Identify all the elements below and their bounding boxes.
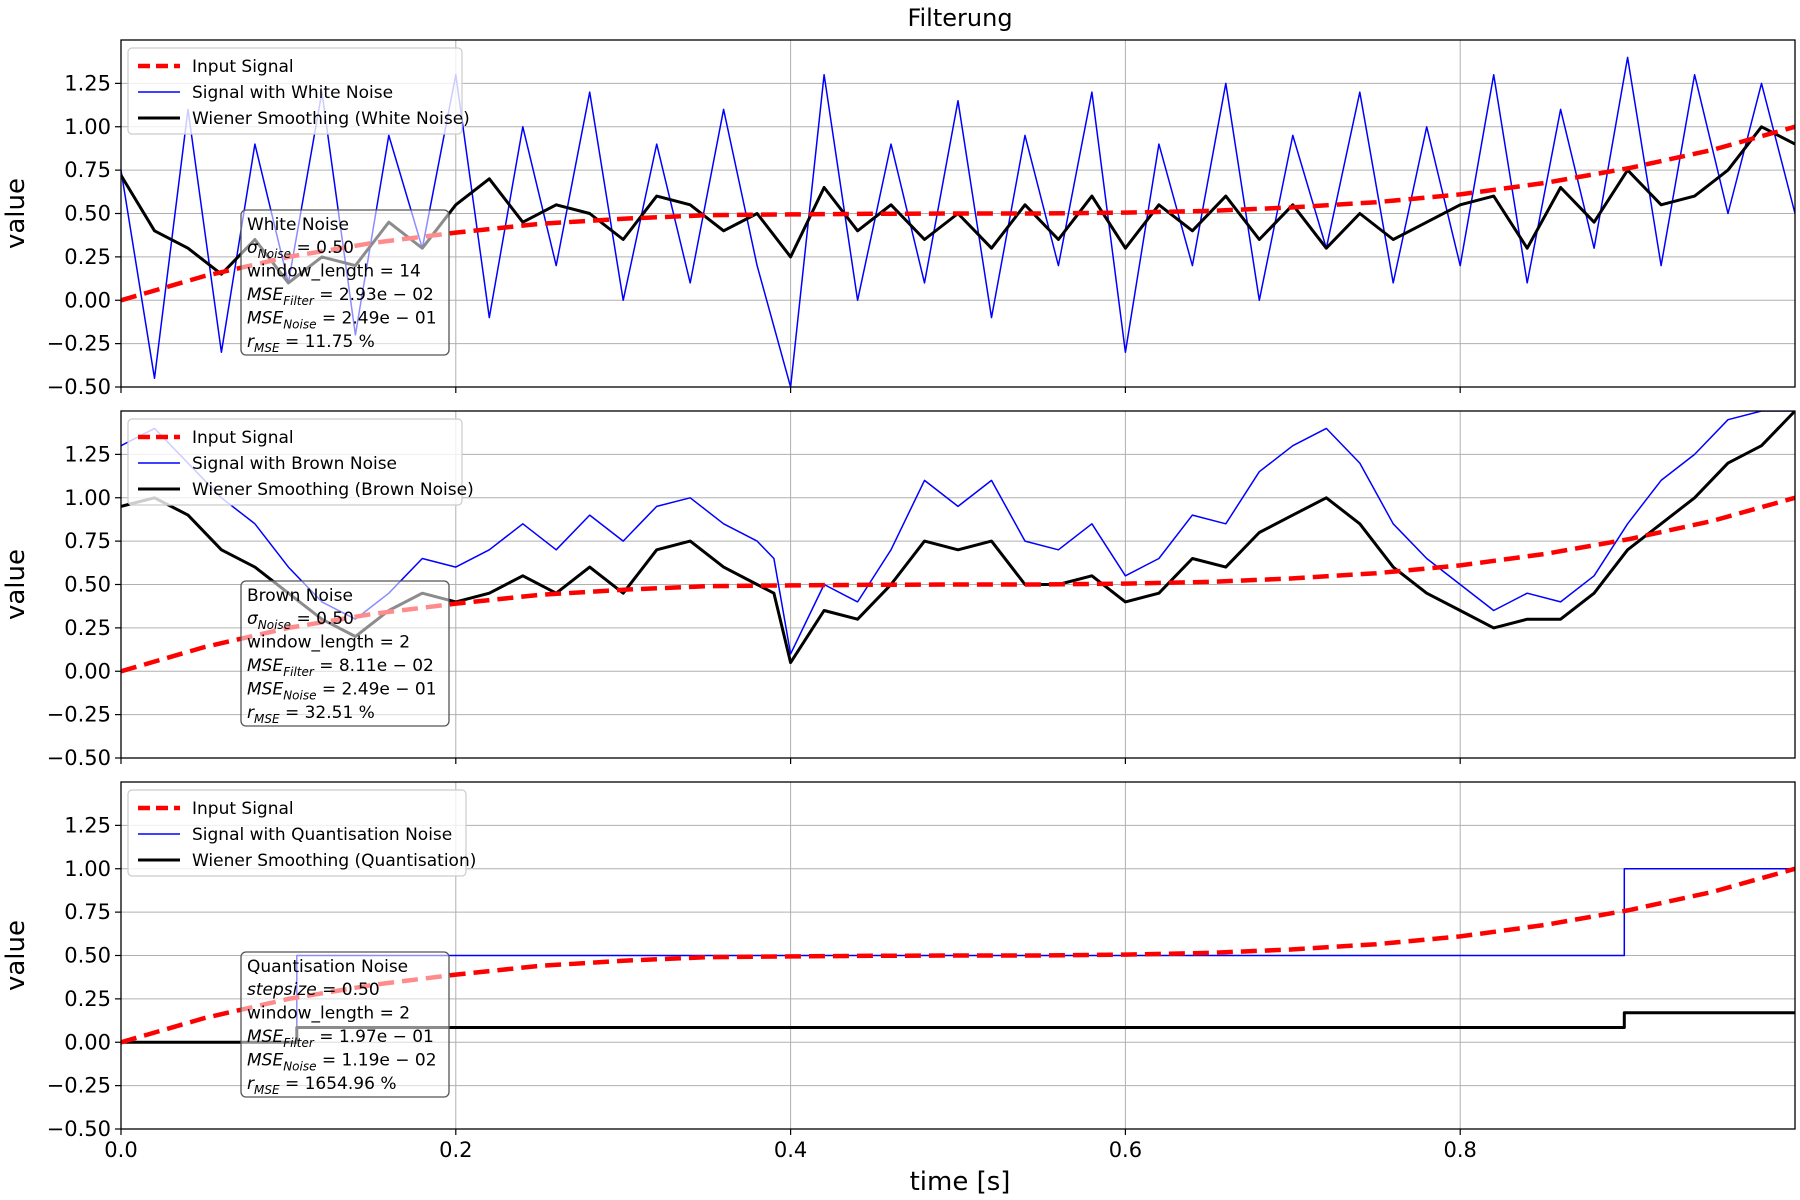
legend-label: Signal with Quantisation Noise xyxy=(192,825,452,845)
figure-title: Filterung xyxy=(907,4,1012,32)
y-tick-label: 0.50 xyxy=(64,944,111,968)
x-tick-label: 0.4 xyxy=(774,1138,807,1162)
axes-frame xyxy=(120,781,1796,1130)
annotation-line: window_length = 14 xyxy=(247,262,421,282)
annotation-line: stepsize = 0.50 xyxy=(247,980,380,1000)
y-tick-label: 0.75 xyxy=(64,900,111,924)
legend-label: Signal with Brown Noise xyxy=(192,454,397,474)
legend-label: Input Signal xyxy=(192,799,294,819)
y-tick-label: 0.00 xyxy=(64,1030,111,1054)
y-tick-label: 0.00 xyxy=(64,659,111,683)
legend-label: Wiener Smoothing (White Noise) xyxy=(192,109,470,129)
y-tick-label: 1.25 xyxy=(64,813,111,837)
legend-label: Wiener Smoothing (Quantisation) xyxy=(192,851,476,871)
metrics-annotation: Quantisation Noise stepsize = 0.50 window_… xyxy=(240,951,450,1098)
y-tick-label: −0.50 xyxy=(47,746,111,770)
annotation-line: MSENoise = 1.19e − 02 xyxy=(247,1051,437,1074)
y-tick-label: 0.75 xyxy=(64,529,111,553)
series-input-signal xyxy=(121,495,1795,674)
y-tick-label: 1.00 xyxy=(64,857,111,881)
y-tick-label: 0.75 xyxy=(64,158,111,182)
annotation-title: Quantisation Noise xyxy=(247,957,408,977)
y-tick-label: 1.00 xyxy=(64,115,111,139)
panel-3: 0.0 0.2 0.4 0.6 0.8 −0.50 −0.25 0.00 0.25 0.50 0.7… xyxy=(1,781,1796,1162)
y-tick-label: 0.50 xyxy=(64,573,111,597)
y-tick-label: 0.25 xyxy=(64,616,111,640)
annotation-line: MSENoise = 2.49e − 01 xyxy=(247,680,437,703)
y-tick-label: −0.25 xyxy=(47,1074,111,1098)
axes-frame xyxy=(120,39,1796,388)
x-axis-label: time [s] xyxy=(910,1167,1011,1197)
annotation-line: rMSE = 32.51 % xyxy=(247,703,375,726)
legend-label: Wiener Smoothing (Brown Noise) xyxy=(192,480,474,500)
y-tick-label: 1.00 xyxy=(64,486,111,510)
series-input-signal xyxy=(121,124,1795,303)
annotation-line: rMSE = 11.75 % xyxy=(247,332,375,355)
panels: −0.50 −0.25 0.00 0.25 0.50 0.75 1.00 1.25 value I… xyxy=(1,39,1796,1162)
annotation-line: MSEFilter = 8.11e − 02 xyxy=(247,656,434,679)
y-tick-label: 1.25 xyxy=(64,442,111,466)
y-tick-label: 0.50 xyxy=(64,202,111,226)
axes-frame xyxy=(120,410,1796,759)
y-tick-label: 0.25 xyxy=(64,245,111,269)
annotation-line: σNoise = 0.50 xyxy=(247,238,354,261)
y-axis-label: value xyxy=(1,920,31,991)
annotation-line: MSEFilter = 1.97e − 01 xyxy=(247,1027,434,1050)
legend-label: Input Signal xyxy=(192,428,294,448)
annotation-line: rMSE = 1654.96 % xyxy=(247,1074,396,1097)
x-tick-label: 0.2 xyxy=(439,1138,472,1162)
series-noisy-signal xyxy=(121,56,1795,387)
legend: Input Signal Signal with White Noise Wiene… xyxy=(127,47,470,135)
x-tick-label: 0.6 xyxy=(1109,1138,1142,1162)
annotation-line: MSEFilter = 2.93e − 02 xyxy=(247,285,434,308)
annotation-title: White Noise xyxy=(247,215,349,235)
annotation-line: σNoise = 0.50 xyxy=(247,609,354,632)
x-tick-label: 0.0 xyxy=(104,1138,137,1162)
series-input-signal xyxy=(121,866,1795,1045)
y-axis-label: value xyxy=(1,549,31,620)
y-tick-label: −0.25 xyxy=(47,703,111,727)
series-noisy-signal xyxy=(121,411,1795,655)
panel-1: −0.50 −0.25 0.00 0.25 0.50 0.75 1.00 1.25 value I… xyxy=(1,39,1796,399)
y-tick-label: −0.25 xyxy=(47,332,111,356)
panel-2: −0.50 −0.25 0.00 0.25 0.50 0.75 1.00 1.25 value I… xyxy=(1,410,1796,770)
y-tick-label: 0.00 xyxy=(64,288,111,312)
annotation-title: Brown Noise xyxy=(247,586,353,606)
y-tick-label: −0.50 xyxy=(47,1117,111,1141)
legend: Input Signal Signal with Brown Noise Wiene… xyxy=(127,418,474,506)
annotation-line: window_length = 2 xyxy=(247,633,410,653)
x-tick-label: 0.8 xyxy=(1443,1138,1476,1162)
annotation-line: window_length = 2 xyxy=(247,1004,410,1024)
y-tick-label: −0.50 xyxy=(47,375,111,399)
y-axis-label: value xyxy=(1,178,31,249)
y-tick-label: 0.25 xyxy=(64,987,111,1011)
legend-label: Signal with White Noise xyxy=(192,83,393,103)
annotation-line: MSENoise = 2.49e − 01 xyxy=(247,309,437,332)
y-tick-label: 1.25 xyxy=(64,71,111,95)
legend: Input Signal Signal with Quantisation Noi… xyxy=(127,789,476,877)
legend-label: Input Signal xyxy=(192,57,294,77)
